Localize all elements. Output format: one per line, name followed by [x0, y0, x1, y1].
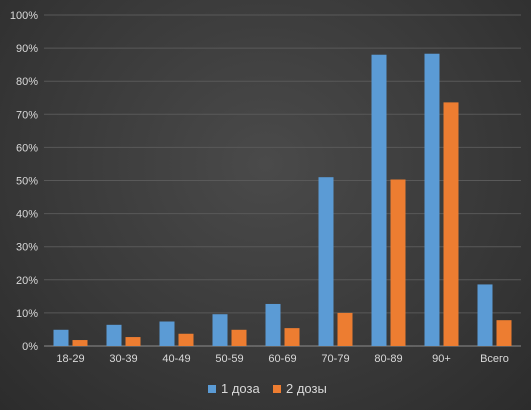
bar-series-1	[425, 54, 440, 346]
y-tick-label: 70%	[16, 109, 38, 121]
x-tick-label: 30-39	[109, 353, 137, 365]
x-tick-label: 90+	[432, 353, 451, 365]
bar-series-2	[338, 313, 353, 346]
legend: 1 доза 2 дозы	[208, 381, 327, 396]
bar-series-2	[126, 337, 141, 346]
bar-series-2	[391, 180, 406, 346]
bar-series-1	[372, 55, 387, 346]
legend-swatch	[273, 385, 281, 393]
bar-series-2	[179, 334, 194, 346]
x-tick-label: 80-89	[374, 353, 402, 365]
bar-series-2	[232, 330, 247, 346]
y-tick-label: 80%	[16, 76, 38, 88]
bar-series-2	[285, 328, 300, 346]
y-tick-label: 40%	[16, 209, 38, 221]
bar-series-1	[160, 322, 175, 346]
y-tick-label: 100%	[10, 10, 38, 22]
bar-series-2	[73, 340, 88, 346]
bar-series-1	[213, 314, 228, 346]
bar-series-2	[444, 102, 459, 346]
bar-series-1	[478, 284, 493, 346]
y-tick-label: 90%	[16, 43, 38, 55]
legend-label: 1 доза	[221, 381, 260, 396]
x-tick-label: 70-79	[321, 353, 349, 365]
legend-swatch	[208, 385, 216, 393]
x-axis-ticks: 18-29 30-39 40-49 50-59 60-69 70-79 80-89 90+ Вс…	[56, 353, 508, 365]
y-tick-label: 60%	[16, 142, 38, 154]
x-tick-label: 50-59	[215, 353, 243, 365]
bar-series-1	[54, 330, 69, 346]
legend-label: 2 дозы	[286, 381, 327, 396]
x-tick-label: Всего	[480, 353, 509, 365]
y-tick-label: 10%	[16, 308, 38, 320]
bars	[54, 54, 512, 346]
x-tick-label: 60-69	[268, 353, 296, 365]
y-axis-ticks: 0% 10% 20% 30% 40% 50% 60% 70% 80% 90% 100%	[10, 10, 38, 353]
bar-series-1	[107, 325, 122, 346]
x-tick-label: 18-29	[56, 353, 84, 365]
x-tick-label: 40-49	[162, 353, 190, 365]
bar-series-1	[319, 177, 334, 346]
bar-series-2	[497, 320, 512, 346]
y-tick-label: 30%	[16, 242, 38, 254]
y-tick-label: 20%	[16, 275, 38, 287]
y-tick-label: 50%	[16, 176, 38, 188]
y-tick-label: 0%	[22, 341, 38, 353]
bar-series-1	[266, 304, 281, 346]
